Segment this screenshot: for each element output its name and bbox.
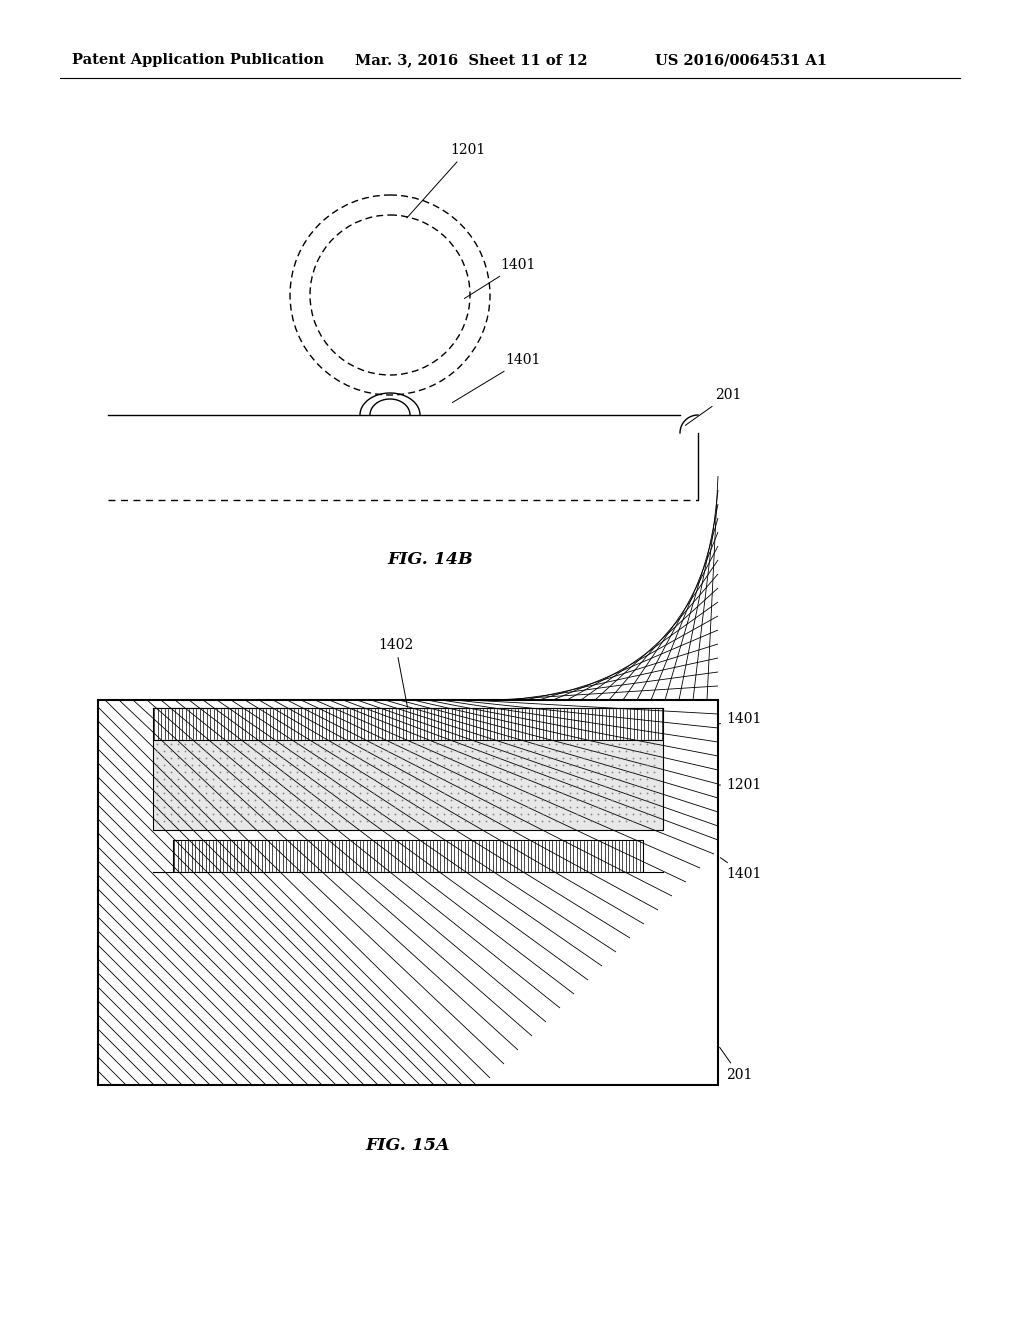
Text: 1401: 1401 (718, 711, 762, 726)
Text: Mar. 3, 2016  Sheet 11 of 12: Mar. 3, 2016 Sheet 11 of 12 (355, 53, 588, 67)
Text: US 2016/0064531 A1: US 2016/0064531 A1 (655, 53, 827, 67)
Text: 1402: 1402 (378, 638, 414, 708)
Text: 1201: 1201 (718, 777, 761, 792)
Text: 1401: 1401 (464, 257, 536, 298)
Text: FIG. 15A: FIG. 15A (366, 1137, 451, 1154)
Bar (98, 700, 718, 1085)
Text: 201: 201 (720, 1047, 753, 1082)
Text: 201: 201 (685, 388, 741, 425)
Bar (153, 741, 663, 830)
Text: FIG. 14B: FIG. 14B (387, 552, 473, 569)
Bar (153, 708, 663, 741)
Text: Patent Application Publication: Patent Application Publication (72, 53, 324, 67)
Text: 1401: 1401 (720, 858, 762, 880)
Bar (173, 840, 643, 873)
Bar (153, 873, 663, 1074)
Text: 1401: 1401 (453, 352, 541, 403)
Text: 1201: 1201 (407, 143, 485, 218)
